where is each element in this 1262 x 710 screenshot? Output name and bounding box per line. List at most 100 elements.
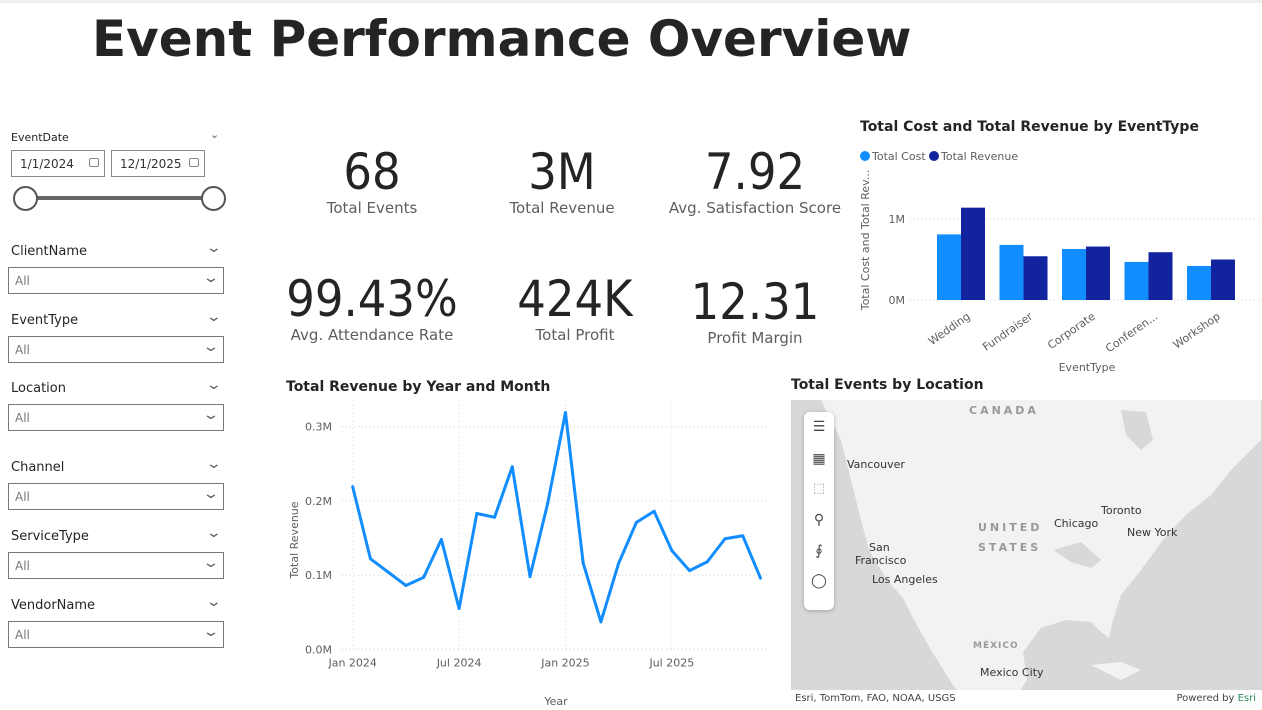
data-point [546,501,550,505]
slicer-dropdown[interactable]: All ⌄ [8,483,224,510]
person-icon[interactable]: ◯ [811,573,827,589]
location-map[interactable]: CANADA UNITED STATES MÉXICO Vancouver Sa… [791,400,1262,710]
x-tick-label: Jul 2025 [648,656,694,669]
legend-label: Total Cost [871,150,926,163]
x-tick-label: Corporate [1045,310,1098,352]
select-rect-icon[interactable]: ⬚ [812,481,826,496]
chevron-down-icon[interactable]: ⌄ [205,240,223,256]
data-point [510,465,514,469]
data-point [723,537,727,541]
data-point [368,557,372,561]
map-label-chicago: Chicago [1054,517,1099,530]
esri-link[interactable]: Esri [1237,693,1256,704]
range-start-handle[interactable] [13,186,38,211]
data-point [386,570,390,574]
slicer-label: VendorName [11,598,96,613]
chevron-down-icon[interactable]: ⌄ [205,456,223,472]
map-label-canada: CANADA [969,404,1039,417]
data-point [617,561,621,565]
kpi-card: 3M Total Revenue [462,145,662,217]
map-label-vancouver: Vancouver [847,458,905,471]
data-point [670,549,674,553]
slicer-dropdown[interactable]: All ⌄ [8,404,224,431]
end-date-value: 12/1/2025 [120,157,182,171]
map-label-states: STATES [978,541,1042,554]
map-label-mexico: MÉXICO [973,641,1019,651]
data-point [634,520,638,524]
x-tick-label: Jan 2024 [327,656,376,669]
end-date-input[interactable]: 12/1/2025 [111,150,205,177]
map-label-mexico-city: Mexico City [980,666,1044,679]
calendar-icon[interactable] [89,158,99,167]
revenue-line [351,411,762,624]
y-tick-label: 0.3M [305,421,332,434]
x-tick-label: Jan 2025 [540,656,589,669]
layers-icon[interactable]: ☰ [812,419,826,435]
y-axis-label: Total Cost and Total Rev... [859,170,872,312]
slicer-dropdown[interactable]: All ⌄ [8,267,224,294]
data-point [457,606,461,610]
map-label-francisco: Francisco [855,554,907,567]
chevron-down-icon[interactable]: ⌄ [205,594,223,610]
bar [1062,248,1086,300]
slicer-value: All [15,628,30,642]
kpi-value: 99.43% [286,270,458,328]
date-range-track[interactable] [26,196,214,200]
kpi-label: Avg. Attendance Rate [290,326,454,344]
kpi-card: 99.43% Avg. Attendance Rate [272,272,472,344]
kpi-value: 3M [528,143,596,201]
kpi-value: 424K [517,270,633,328]
legend-marker [929,151,939,161]
chevron-down-icon[interactable]: ⌄ [202,407,220,423]
powered-by-prefix: Powered by [1176,693,1238,704]
bar [1023,256,1048,300]
range-end-handle[interactable] [201,186,226,211]
chevron-down-icon[interactable]: ⌄ [202,555,220,571]
kpi-card: 424K Total Profit [475,272,675,344]
chevron-down-icon[interactable]: ⌄ [202,624,220,640]
map-attribution: Esri, TomTom, FAO, NOAA, USGS [795,693,956,704]
bar-chart-icon[interactable]: ∮ [815,543,823,559]
y-tick-label: 0.2M [305,495,332,508]
kpi-card: 68 Total Events [272,145,472,217]
search-icon[interactable]: ⚲ [813,512,825,528]
legend-marker [860,151,870,161]
kpi-label: Total Revenue [509,199,615,217]
data-point [652,509,656,513]
map-title: Total Events by Location [791,377,984,393]
calendar-icon[interactable] [189,158,199,167]
bar [937,234,961,300]
slicer-dropdown[interactable]: All ⌄ [8,552,224,579]
revenue-line-chart: 0.0M 0.1M 0.2M 0.3M Jan 2024 Jul 2024 Jan 2025… [288,400,770,708]
chevron-down-icon[interactable]: ⌄ [205,377,223,393]
chevron-down-icon[interactable]: ⌄ [202,270,220,286]
x-tick-label: Conferen... [1103,310,1160,355]
kpi-label: Total Profit [535,326,615,344]
data-point [581,561,585,565]
slicer-label: Location [11,381,66,396]
x-tick-label: Jul 2024 [436,656,482,669]
data-point [758,576,762,580]
x-axis-label: Year [543,695,568,708]
slicer-label: ServiceType [11,529,89,544]
chevron-down-icon[interactable]: ⌄ [205,525,223,541]
slicer-value: All [15,490,30,504]
map-label-los-angeles: Los Angeles [872,573,938,586]
data-point [705,560,709,564]
bar [1086,246,1110,300]
chevron-down-icon[interactable]: ⌄ [202,339,220,355]
slicer-dropdown[interactable]: All ⌄ [8,621,224,648]
slicer-dropdown[interactable]: All ⌄ [8,336,224,363]
chevron-down-icon[interactable]: ⌄ [210,128,220,141]
chevron-down-icon[interactable]: ⌄ [205,309,223,325]
chevron-down-icon[interactable]: ⌄ [202,486,220,502]
qr-grid-icon[interactable]: ▦ [812,451,826,467]
data-point [528,575,532,579]
legend-label: Total Revenue [940,150,1018,163]
powered-by[interactable]: Powered by Esri [1176,693,1256,704]
kpi-value: 68 [343,143,401,201]
map-label-new-york: New York [1127,526,1178,539]
data-point [422,575,426,579]
start-date-input[interactable]: 1/1/2024 [11,150,105,177]
map-label-toronto: Toronto [1101,504,1142,517]
